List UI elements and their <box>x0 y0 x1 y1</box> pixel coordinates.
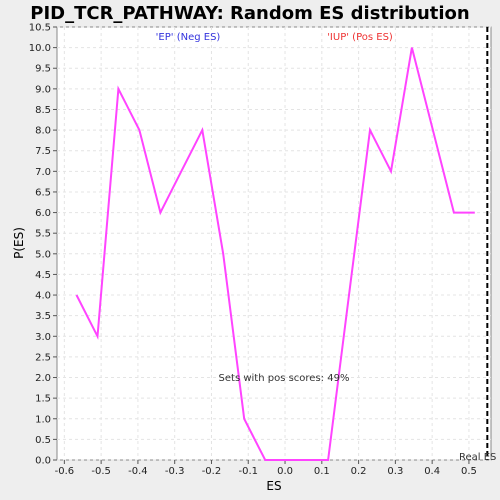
x-axis-label: ES <box>266 479 281 493</box>
y-tick-label: 2.5 <box>35 352 51 363</box>
y-tick-label: 7.5 <box>35 146 51 157</box>
real-es-label: Real ES <box>459 452 496 463</box>
x-tick-label: -0.6 <box>55 466 75 477</box>
pos-es-label: 'IUP' (Pos ES) <box>327 32 393 43</box>
chart-title: PID_TCR_PATHWAY: Random ES distribution <box>30 3 469 24</box>
y-tick-label: 8.5 <box>35 105 51 116</box>
y-axis-label: P(ES) <box>12 227 26 259</box>
neg-es-label: 'EP' (Neg ES) <box>156 32 221 43</box>
y-tick-label: 0.5 <box>35 435 51 446</box>
y-tick-label: 5.5 <box>35 229 51 240</box>
x-tick-label: 0.5 <box>461 466 477 477</box>
y-tick-label: 1.0 <box>35 414 51 425</box>
x-tick-label: 0.2 <box>351 466 367 477</box>
y-tick-label: 0.0 <box>35 456 51 467</box>
grid-lines <box>57 26 491 461</box>
x-tick-label: 0.0 <box>277 466 293 477</box>
x-tick-label: 0.3 <box>387 466 403 477</box>
y-tick-label: 4.0 <box>35 291 51 302</box>
y-tick-label: 10.5 <box>29 23 51 34</box>
x-axis-ticks: -0.6 -0.5 -0.4 -0.3 -0.2 -0.1 0.0 0.1 0.2 0.3 0.4 0… <box>55 460 477 477</box>
x-tick-label: -0.2 <box>202 466 222 477</box>
y-tick-label: 6.0 <box>35 208 51 219</box>
plot-area <box>56 26 492 461</box>
y-tick-label: 1.5 <box>35 394 51 405</box>
y-tick-label: 10.0 <box>29 43 51 54</box>
pos-scores-annotation: Sets with pos scores: 49% <box>219 373 350 384</box>
series-line <box>75 47 475 461</box>
x-tick-label: -0.3 <box>165 466 185 477</box>
y-tick-label: 8.0 <box>35 126 51 137</box>
x-tick-label: -0.5 <box>91 466 111 477</box>
x-tick-label: 0.1 <box>314 466 330 477</box>
y-tick-label: 6.5 <box>35 187 51 198</box>
x-tick-label: -0.1 <box>238 466 258 477</box>
y-axis-ticks: 0.0 0.5 1.0 1.5 2.0 2.5 3.0 3.5 4.0 4.5 5.0 5.5 6.0 6… <box>29 23 57 467</box>
x-tick-label: 0.4 <box>424 466 440 477</box>
y-tick-label: 2.0 <box>35 373 51 384</box>
x-tick-label: -0.4 <box>128 466 148 477</box>
y-tick-label: 9.0 <box>35 84 51 95</box>
series-group <box>75 47 475 461</box>
y-tick-label: 3.5 <box>35 311 51 322</box>
y-tick-label: 4.5 <box>35 270 51 281</box>
y-tick-label: 3.0 <box>35 332 51 343</box>
y-tick-label: 5.0 <box>35 249 51 260</box>
y-tick-label: 7.0 <box>35 167 51 178</box>
y-tick-label: 9.5 <box>35 64 51 75</box>
